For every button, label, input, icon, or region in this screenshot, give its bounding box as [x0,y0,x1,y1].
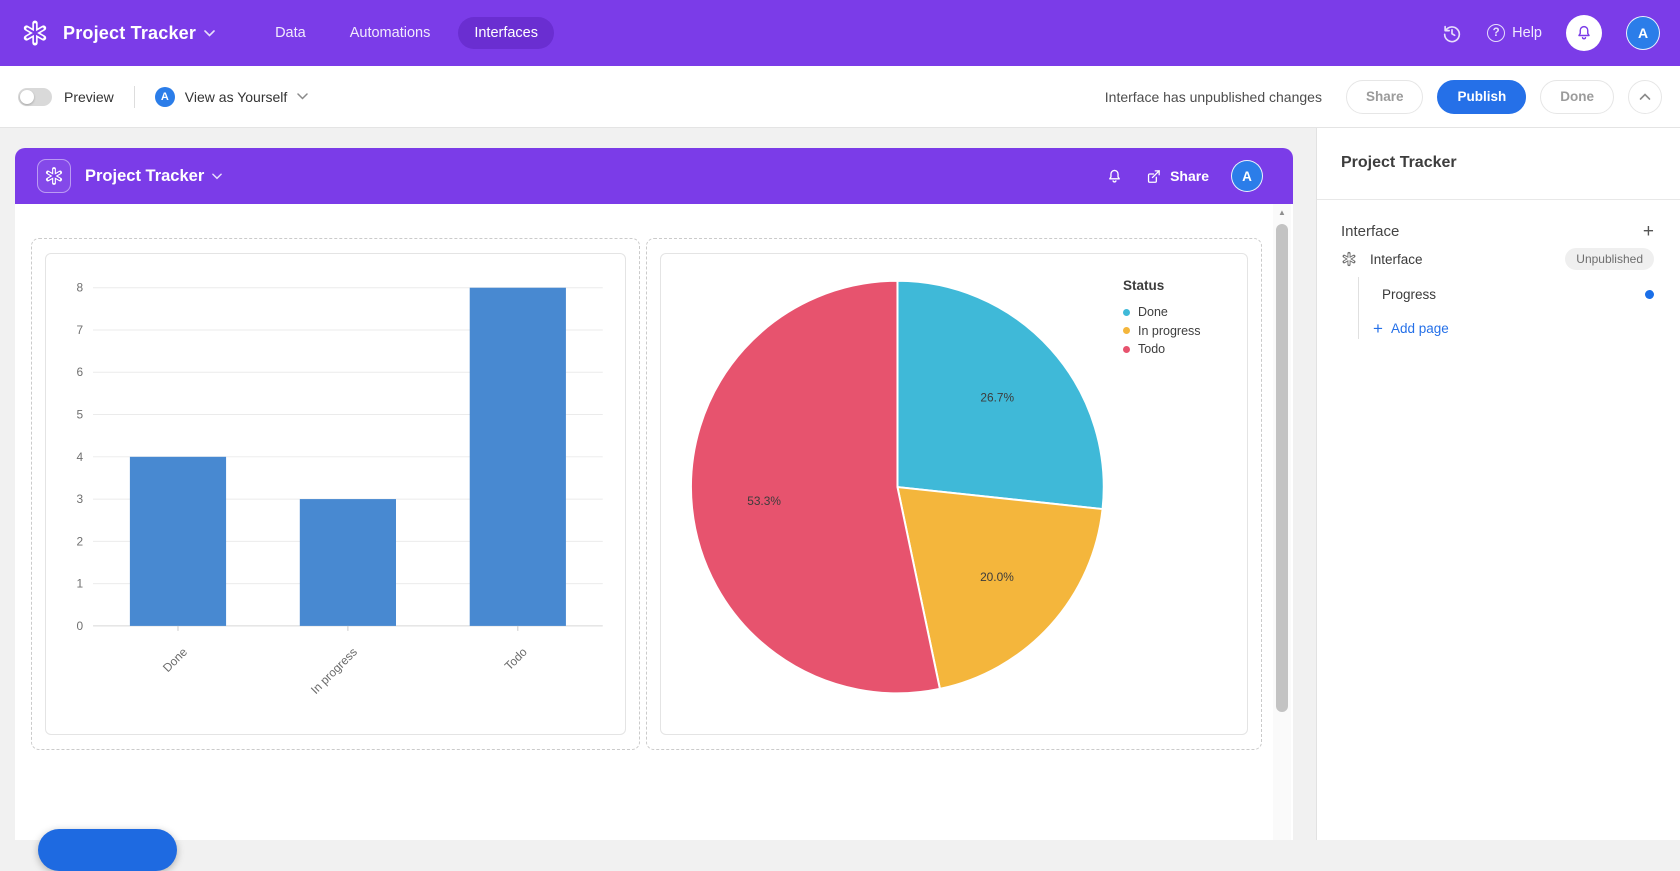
history-icon[interactable] [1441,22,1463,44]
pie-chart: 26.7% 20.0% 53.3% [661,254,1247,734]
legend-item: In progress [1123,322,1201,341]
svg-text:20.0%: 20.0% [980,570,1014,584]
svg-text:In progress: In progress [308,645,360,697]
toggle-knob [20,89,34,104]
legend-label: In progress [1138,323,1201,338]
legend-label: Done [1138,305,1168,319]
section-label: Interface [1341,223,1400,240]
app-logo-icon[interactable] [20,18,50,48]
help-icon: ? [1487,24,1506,42]
page-tree: Progress + Add page [1317,277,1680,345]
tab-interfaces[interactable]: Interfaces [458,17,554,49]
interface-share-button[interactable]: Share [1145,168,1209,185]
pages-sidebar: Project Tracker Interface + Interface Un… [1316,128,1680,840]
svg-text:0: 0 [76,619,83,633]
legend-dot [1123,345,1130,353]
top-nav-tabs: Data Automations Interfaces [259,17,554,49]
app-title[interactable]: Project Tracker [63,22,197,43]
unpublished-status-text: Interface has unpublished changes [1104,88,1322,105]
interface-header: Project Tracker Share A [15,148,1293,204]
plus-icon: + [1373,318,1383,338]
bell-icon[interactable] [1106,168,1123,185]
legend-title: Status [1123,278,1165,293]
add-page-button[interactable]: + Add page [1317,311,1680,345]
app-topbar: Project Tracker Data Automations Interfa… [0,0,1680,66]
svg-text:4: 4 [76,450,83,464]
pie-legend: Status Done In progress Todo [1123,278,1201,359]
preview-toggle[interactable] [18,87,52,106]
svg-text:6: 6 [76,365,83,379]
interface-section-header: Interface + [1317,222,1680,241]
legend-label: Todo [1138,342,1166,356]
view-as-label: View as Yourself [184,88,288,105]
divider [133,85,135,108]
pie-chart-card: 26.7% 20.0% 53.3% Status Done In progress To… [660,253,1248,735]
scrollbar-thumb[interactable] [1276,224,1288,712]
svg-text:Todo: Todo [502,645,530,673]
legend-item: Todo [1123,340,1201,359]
collapse-toolbar-button[interactable] [1628,79,1662,114]
svg-text:3: 3 [76,492,83,506]
canvas-scrollbar: ▲ [1273,204,1291,840]
topbar-right: ? Help A [1441,15,1660,51]
interface-title[interactable]: Project Tracker [85,166,205,185]
chevron-up-icon [1639,92,1651,101]
designer-toolbar: Preview A View as Yourself Interface has… [0,66,1680,128]
notifications-button[interactable] [1566,15,1602,51]
svg-text:2: 2 [76,534,83,548]
add-interface-icon[interactable]: + [1642,221,1654,242]
svg-text:Done: Done [160,645,190,675]
done-button[interactable]: Done [1540,79,1614,114]
svg-text:8: 8 [76,281,83,295]
interface-canvas: Project Tracker Share A [15,148,1293,871]
svg-text:26.7%: 26.7% [980,390,1014,404]
floating-action-button[interactable] [38,829,177,871]
bar-chart-element[interactable]: 0 1 2 3 4 5 6 7 8 Done In progress Todo [31,238,640,750]
sidebar-title: Project Tracker [1341,154,1457,171]
bar-chart-card: 0 1 2 3 4 5 6 7 8 Done In progress Todo [45,253,626,735]
chevron-down-icon[interactable] [204,29,215,37]
active-page-dot [1645,289,1654,299]
pie-chart-element[interactable]: 26.7% 20.0% 53.3% Status Done In progress To… [646,238,1262,750]
tab-data[interactable]: Data [275,25,306,41]
item-label: Interface [1370,251,1423,267]
help-label: Help [1512,25,1542,41]
legend-items: Done In progress Todo [1123,303,1201,359]
interface-header-right: Share A [1106,160,1279,192]
unpublished-badge: Unpublished [1565,248,1654,270]
toolbar-right: Interface has unpublished changes Share … [1104,79,1662,114]
tab-automations[interactable]: Automations [349,25,431,41]
share-button[interactable]: Share [1345,79,1424,114]
svg-text:7: 7 [76,323,83,337]
chevron-down-icon[interactable] [212,173,223,180]
view-as-avatar: A [154,86,175,107]
chevron-down-icon [297,93,309,100]
interface-avatar[interactable]: A [1231,160,1263,192]
publish-button[interactable]: Publish [1437,79,1527,114]
tree-indent-line [1358,277,1359,339]
item-label: Progress [1382,286,1437,302]
legend-dot [1123,308,1130,316]
svg-text:1: 1 [76,577,83,591]
svg-text:5: 5 [76,408,83,422]
legend-dot [1123,327,1130,335]
user-avatar[interactable]: A [1626,16,1660,50]
help-button[interactable]: ? Help [1487,24,1542,42]
bell-icon [1575,24,1593,42]
preview-label: Preview [64,88,114,105]
bar-chart: 0 1 2 3 4 5 6 7 8 Done In progress Todo [46,254,625,734]
svg-text:53.3%: 53.3% [747,494,781,508]
sidebar-item-progress[interactable]: Progress [1317,277,1680,311]
interface-logo-button[interactable] [37,159,71,193]
interface-asterisk-icon [1341,251,1357,267]
add-page-label: Add page [1390,320,1449,336]
scrollbar-up-arrow[interactable]: ▲ [1278,208,1286,217]
share-icon [1145,168,1162,185]
share-label: Share [1170,168,1209,184]
legend-item: Done [1123,303,1201,322]
view-as-button[interactable]: A View as Yourself [154,86,309,107]
sidebar-item-interface[interactable]: Interface Unpublished [1317,241,1680,277]
sidebar-header: Project Tracker [1317,128,1680,200]
